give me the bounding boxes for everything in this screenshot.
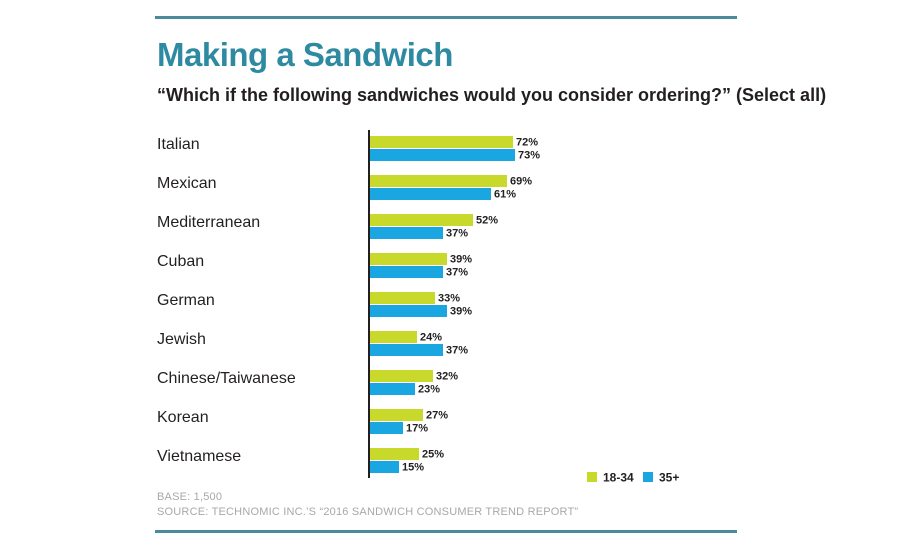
- category-label: Jewish: [157, 331, 206, 348]
- bar-18-34: [369, 214, 473, 226]
- base-note: BASE: 1,500: [157, 491, 223, 503]
- value-label: 37%: [446, 345, 468, 357]
- category-label: Cuban: [157, 253, 204, 270]
- value-label: 17%: [406, 423, 428, 435]
- bar-18-34: [369, 136, 513, 148]
- bar-35plus: [369, 305, 447, 317]
- bar-35plus: [369, 461, 399, 473]
- legend-swatch: [643, 472, 653, 482]
- category-label: Chinese/Taiwanese: [157, 370, 296, 387]
- category-label: Korean: [157, 409, 209, 426]
- value-label: 23%: [418, 384, 440, 396]
- legend-label: 18-34: [603, 471, 634, 485]
- chart-marks: Italian 72%73% Mexican 69%61% Mediterranean 5…: [157, 130, 679, 485]
- top-rule: [155, 16, 737, 19]
- value-label: 52%: [476, 215, 498, 227]
- value-label: 39%: [450, 306, 472, 318]
- value-label: 27%: [426, 410, 448, 422]
- value-label: 72%: [516, 137, 538, 149]
- category-label: Mexican: [157, 175, 217, 192]
- bar-35plus: [369, 383, 415, 395]
- bar-18-34: [369, 370, 433, 382]
- value-label: 37%: [446, 267, 468, 279]
- bar-18-34: [369, 409, 423, 421]
- value-label: 15%: [402, 462, 424, 474]
- category-label: Vietnamese: [157, 448, 241, 465]
- legend-swatch: [587, 472, 597, 482]
- value-label: 32%: [436, 371, 458, 383]
- bar-35plus: [369, 188, 491, 200]
- category-label: Italian: [157, 136, 200, 153]
- bar-18-34: [369, 448, 419, 460]
- value-label: 25%: [422, 449, 444, 461]
- bar-35plus: [369, 149, 515, 161]
- chart-title: Making a Sandwich: [157, 36, 453, 73]
- value-label: 37%: [446, 228, 468, 240]
- category-label: Mediterranean: [157, 214, 260, 231]
- bar-35plus: [369, 227, 443, 239]
- bar-18-34: [369, 175, 507, 187]
- value-label: 69%: [510, 176, 532, 188]
- bar-18-34: [369, 292, 435, 304]
- bar-18-34: [369, 331, 417, 343]
- chart-subtitle: “Which if the following sandwiches would…: [157, 85, 827, 105]
- source-note: SOURCE: TECHNOMIC INC.’S “2016 SANDWICH …: [157, 506, 579, 518]
- bar-35plus: [369, 422, 403, 434]
- bottom-rule: [155, 530, 737, 533]
- value-label: 24%: [420, 332, 442, 344]
- bar-18-34: [369, 253, 447, 265]
- category-label: German: [157, 292, 215, 309]
- value-label: 33%: [438, 293, 460, 305]
- bar-35plus: [369, 266, 443, 278]
- value-label: 61%: [494, 189, 516, 201]
- bar-35plus: [369, 344, 443, 356]
- value-label: 39%: [450, 254, 472, 266]
- legend-label: 35+: [659, 471, 679, 485]
- value-label: 73%: [518, 150, 540, 162]
